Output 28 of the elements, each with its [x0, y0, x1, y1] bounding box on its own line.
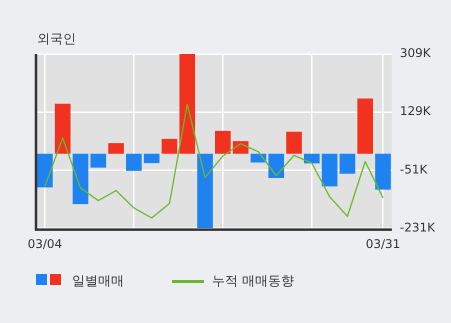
bar: [72, 154, 88, 204]
bar: [375, 154, 391, 190]
y-tick-label: 309K: [400, 46, 432, 60]
bar: [54, 104, 71, 154]
x-tick-label: 03/31: [366, 236, 400, 251]
y-tick-label: -231K: [400, 220, 436, 234]
bar: [286, 132, 302, 154]
bar: [162, 138, 178, 154]
bar: [304, 154, 320, 164]
bar: [268, 154, 284, 178]
y-tick-label: 129K: [400, 104, 432, 118]
bar: [179, 54, 196, 154]
x-tick-label: 03/04: [28, 236, 62, 251]
bar: [108, 143, 124, 154]
chart-title: 외국인: [37, 31, 76, 48]
bar: [322, 154, 338, 186]
bar: [37, 154, 53, 188]
bar: [197, 154, 213, 228]
bar: [357, 98, 374, 154]
bar: [215, 130, 231, 154]
bar: [126, 154, 142, 171]
bar: [340, 154, 356, 174]
bar: [90, 154, 106, 168]
bar: [144, 154, 160, 164]
y-tick-label: -51K: [400, 162, 428, 176]
bar: [250, 154, 266, 162]
legend-label: 일별매매: [72, 273, 124, 290]
legend-label: 누적 매매동향: [212, 273, 294, 290]
